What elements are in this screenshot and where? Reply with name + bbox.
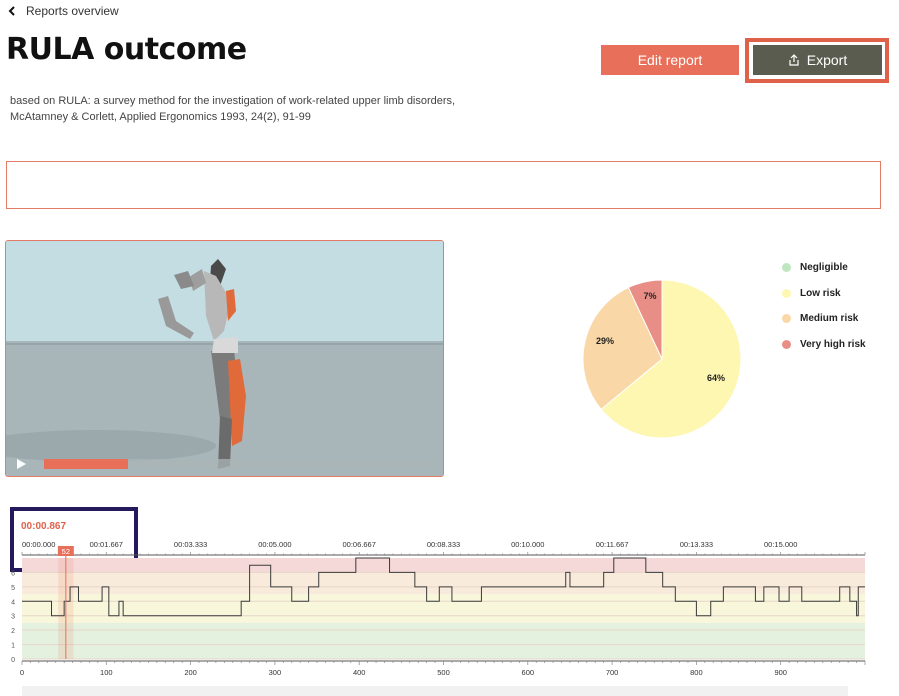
frame-tick-label: 700	[606, 668, 619, 677]
risk-band	[22, 572, 865, 595]
legend-label: Medium risk	[800, 313, 859, 324]
low-risk-dot-icon	[782, 289, 791, 298]
pie-slice-very-high-risk	[627, 279, 663, 360]
export-button[interactable]: Export	[753, 45, 882, 75]
pie-data-label: 7%	[643, 291, 656, 301]
pie-slice-low-risk	[600, 279, 742, 439]
frame-tick-label: 0	[20, 668, 24, 677]
rula-score-series	[22, 557, 865, 617]
y-tick-label: 2	[11, 628, 15, 635]
time-tick-label: 00:10.000	[511, 540, 544, 549]
y-tick-label: 1	[11, 643, 15, 650]
timeline-scrollbar[interactable]	[22, 686, 848, 696]
frame-tick-label: 300	[269, 668, 282, 677]
legend-item-very-high-risk: Very high risk	[782, 339, 866, 350]
legend-label: Negligible	[800, 262, 848, 273]
y-tick-label: 4	[11, 599, 15, 606]
edit-report-button[interactable]: Edit report	[601, 45, 739, 75]
medium-risk-dot-icon	[782, 314, 791, 323]
time-tick-label: 00:05.000	[258, 540, 291, 549]
frame-tick-label: 200	[184, 668, 197, 677]
frame-tick-label: 600	[522, 668, 535, 677]
play-icon[interactable]	[14, 457, 28, 471]
negligible-dot-icon	[782, 263, 791, 272]
rula-timeline-chart[interactable]: 0 1 2 3 4 5 6 00:00.000 00:01.667 00:03.333 00:05.…	[0, 535, 899, 696]
frame-tick-label: 900	[774, 668, 787, 677]
time-tick-label: 00:03.333	[174, 540, 207, 549]
chevron-left-icon	[8, 6, 15, 16]
notes-textarea[interactable]	[6, 161, 881, 209]
y-tick-label: 0	[11, 657, 15, 664]
page-subtitle: based on RULA: a survey method for the i…	[10, 95, 456, 123]
frame-tick-label: 100	[100, 668, 113, 677]
video-seek-bar[interactable]	[44, 459, 439, 469]
y-tick-label: 5	[11, 585, 15, 592]
frame-tick-label: 800	[690, 668, 703, 677]
legend-item-low-risk: Low risk	[782, 288, 841, 299]
risk-pie-chart: 64% 29% 7%	[582, 279, 742, 439]
time-tick-label: 00:01.667	[90, 540, 123, 549]
time-tick-label: 00:15.000	[764, 540, 797, 549]
avatar-scene	[6, 241, 443, 476]
current-time-readout: 00:00.867	[21, 521, 67, 532]
y-tick-label: 6	[11, 570, 15, 577]
pie-data-label: 64%	[707, 373, 725, 383]
cursor-frame-label: 52	[62, 547, 70, 556]
risk-band	[22, 622, 865, 659]
frame-tick-label: 400	[353, 668, 366, 677]
time-tick-label: 00:11.667	[596, 540, 629, 549]
export-highlight	[745, 38, 889, 83]
video-progress-fill	[44, 459, 128, 469]
share-icon	[789, 54, 799, 66]
cursor-badge[interactable]	[57, 546, 74, 556]
time-tick-label: 00:00.000	[22, 540, 55, 549]
time-tick-label: 00:06.667	[343, 540, 376, 549]
frame-tick-label: 500	[437, 668, 450, 677]
legend-item-negligible: Negligible	[782, 262, 848, 273]
page-title: RULA outcome	[6, 32, 247, 67]
export-button-label: Export	[806, 52, 848, 68]
very-high-risk-dot-icon	[782, 340, 791, 349]
back-link[interactable]: Reports overview	[8, 4, 119, 18]
legend-label: Low risk	[800, 288, 841, 299]
y-tick-label: 3	[11, 614, 15, 621]
legend-item-medium-risk: Medium risk	[782, 313, 858, 324]
pie-data-label: 29%	[596, 336, 614, 346]
legend-label: Very high risk	[800, 339, 866, 350]
risk-band	[22, 558, 865, 573]
time-tick-label: 00:08.333	[427, 540, 460, 549]
back-link-label: Reports overview	[26, 4, 119, 18]
risk-band	[22, 594, 865, 623]
avatar-figure	[158, 259, 246, 469]
video-player[interactable]	[5, 240, 444, 477]
time-tick-label: 00:13.333	[680, 540, 713, 549]
